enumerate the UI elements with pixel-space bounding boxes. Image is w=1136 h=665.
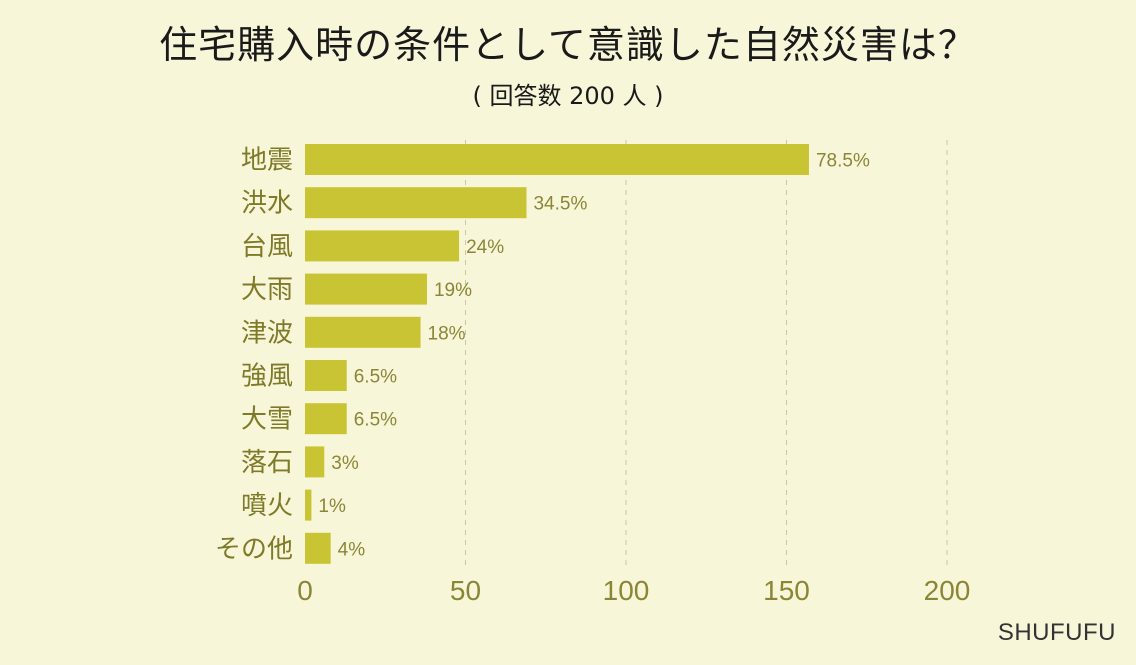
bar bbox=[305, 273, 427, 305]
value-labels: 78.5% 34.5% 24% 19% 18% 6.5% 6.5% 3% 1% 4% bbox=[318, 151, 870, 561]
bar bbox=[305, 360, 347, 391]
chart-title: 住宅購入時の条件として意識した自然災害は？ bbox=[159, 23, 977, 67]
bar bbox=[305, 316, 421, 348]
bars bbox=[305, 144, 809, 564]
bar bbox=[305, 230, 460, 262]
bar bbox=[305, 446, 325, 478]
category-label: 噴火 bbox=[241, 491, 293, 521]
category-label: 大雪 bbox=[241, 405, 293, 435]
category-label: 津波 bbox=[241, 318, 293, 348]
brand-logo-text: SHUFUFU bbox=[997, 619, 1116, 646]
x-tick-label: 200 bbox=[924, 575, 971, 606]
x-tick-label: 150 bbox=[763, 575, 810, 606]
value-label: 24% bbox=[466, 237, 504, 258]
bar bbox=[305, 144, 809, 175]
category-label: 落石 bbox=[241, 448, 293, 478]
value-label: 78.5% bbox=[816, 151, 870, 172]
bar bbox=[305, 532, 331, 564]
chart-subtitle: ( 回答数 200 人 ) bbox=[472, 82, 664, 110]
category-label: その他 bbox=[215, 534, 293, 564]
value-label: 6.5% bbox=[354, 367, 397, 388]
bar bbox=[305, 187, 527, 219]
category-label: 大雨 bbox=[241, 275, 293, 305]
x-tick-label: 50 bbox=[450, 575, 481, 606]
value-label: 19% bbox=[434, 280, 472, 301]
category-label: 地震 bbox=[241, 146, 293, 176]
value-label: 34.5% bbox=[533, 194, 587, 215]
bar bbox=[305, 489, 312, 521]
value-label: 1% bbox=[318, 496, 346, 517]
x-tick-label: 100 bbox=[603, 575, 650, 606]
category-label: 強風 bbox=[241, 362, 293, 392]
category-label: 台風 bbox=[241, 232, 293, 262]
bar bbox=[305, 403, 347, 435]
value-label: 3% bbox=[331, 453, 359, 474]
category-label: 洪水 bbox=[241, 189, 293, 219]
value-label: 4% bbox=[338, 539, 366, 560]
value-label: 6.5% bbox=[354, 410, 397, 431]
x-axis-ticks: 0 50 100 150 200 bbox=[297, 575, 970, 606]
value-label: 18% bbox=[428, 323, 466, 344]
x-tick-label: 0 bbox=[297, 575, 313, 606]
